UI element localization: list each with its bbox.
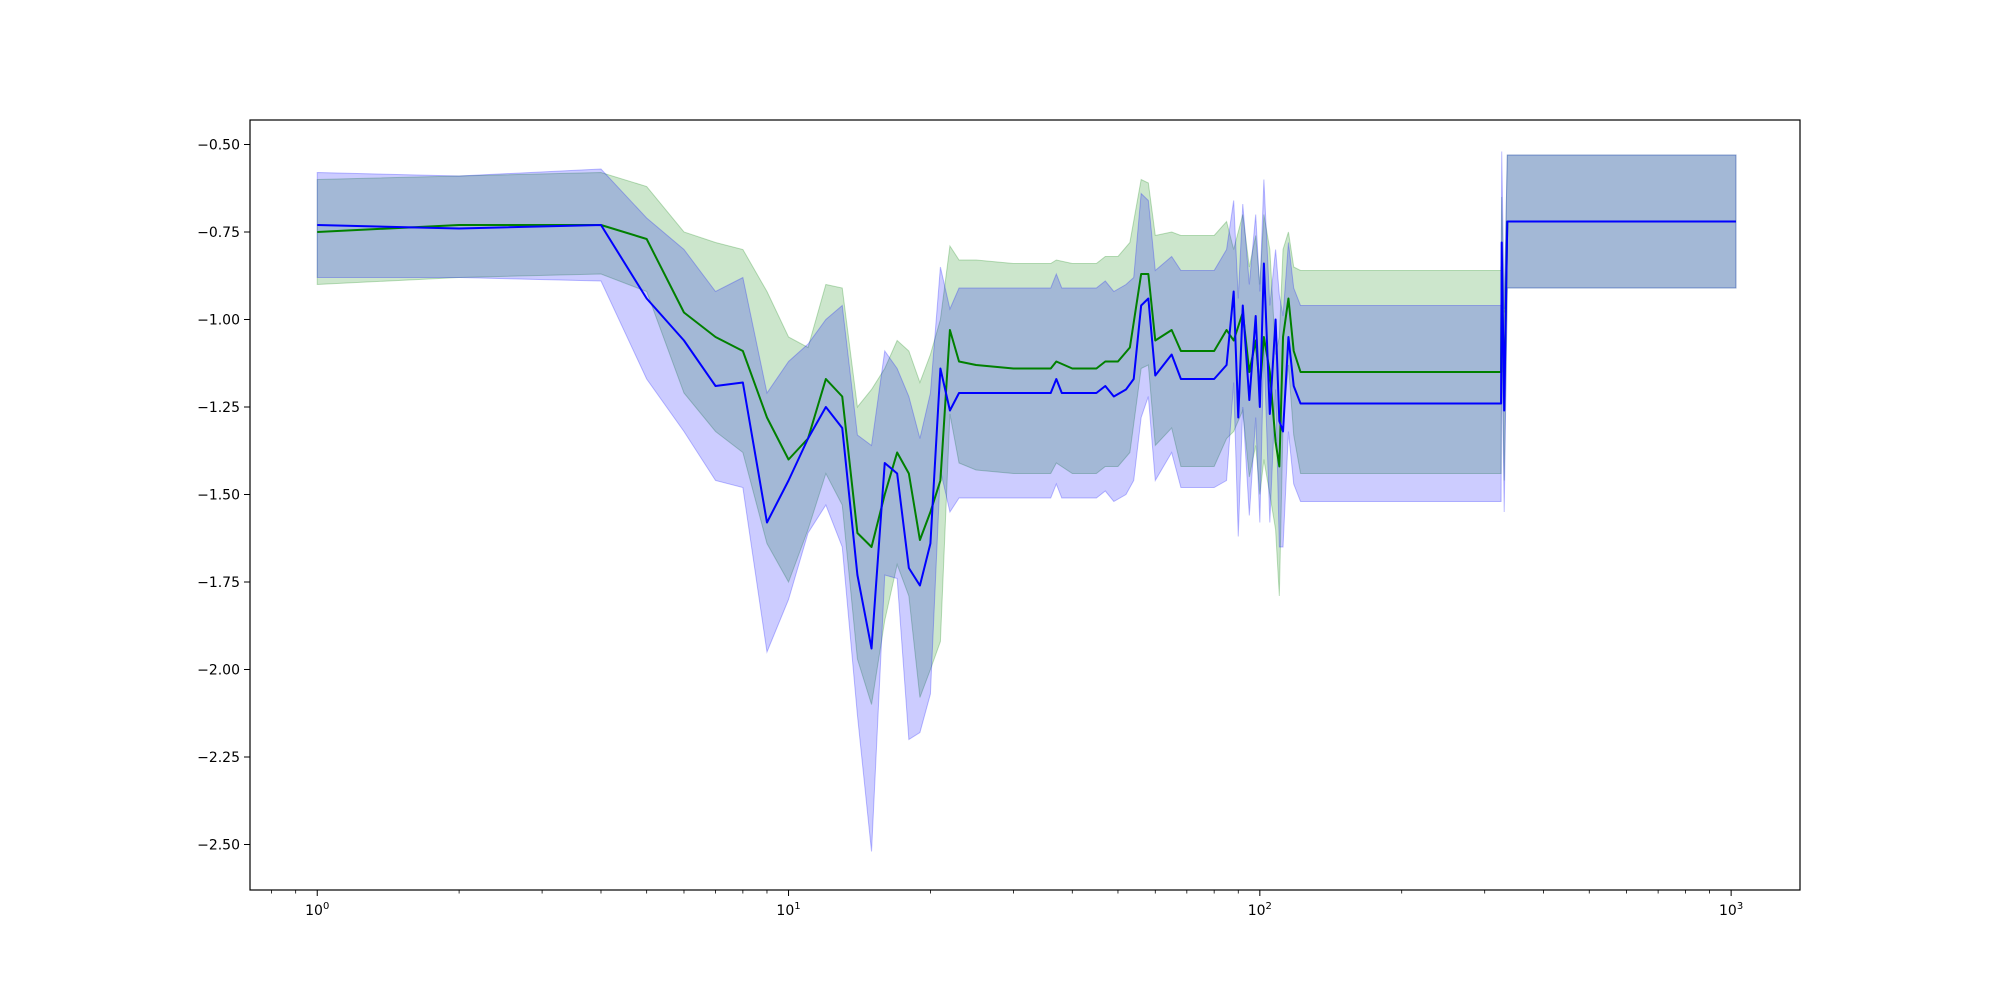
series-2-line xyxy=(317,220,1736,650)
y-tick-label: −2.00 xyxy=(197,663,240,679)
series-lines xyxy=(317,220,1736,650)
plot-frame xyxy=(249,119,1801,891)
y-tick-label: −1.25 xyxy=(197,400,240,416)
x-tick-label: 103 xyxy=(1719,901,1743,919)
x-tick-label: 100 xyxy=(305,901,329,919)
y-axis: −0.50 −0.75 −1.00 −1.25 −1.50 −1.75 −2.00 −2.25… xyxy=(197,138,250,854)
y-tick-label: −1.75 xyxy=(197,575,240,591)
series-1-band xyxy=(316,154,1737,705)
x-axis: 100 101 102 103 xyxy=(271,890,1743,919)
y-tick-label: −2.25 xyxy=(197,750,240,766)
series-1-line xyxy=(317,220,1736,548)
x-tick-label: 101 xyxy=(776,901,800,919)
x-tick-label: 102 xyxy=(1248,901,1272,919)
y-tick-label: −1.50 xyxy=(197,488,240,504)
y-tick-label: −0.75 xyxy=(197,225,240,241)
y-tick-label: −0.50 xyxy=(197,138,240,154)
y-tick-label: −2.50 xyxy=(197,838,240,854)
y-tick-label: −1.00 xyxy=(197,313,240,329)
